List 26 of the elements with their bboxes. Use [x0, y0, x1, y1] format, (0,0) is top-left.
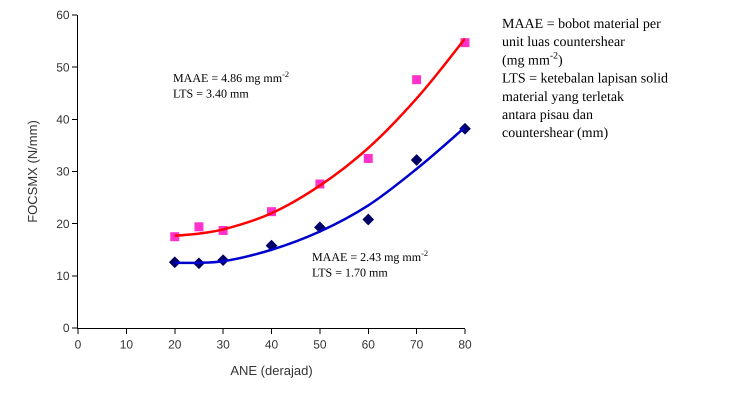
- x-tick-label: 40: [264, 337, 278, 352]
- text: MAAE = 4.86 mg mm$^{-2}$ LTS = 3.40 mm: [173, 70, 290, 101]
- x-tick-label: 70: [410, 337, 424, 352]
- x-tick-label: 0: [74, 337, 82, 352]
- x-tick-label: 10: [120, 337, 134, 352]
- x-tick-label: 80: [458, 337, 472, 352]
- x-tick-label: 30: [216, 337, 230, 352]
- point: [362, 214, 374, 226]
- text: MAAE = bobot material per unit luas countershear (mg mm$^{-2}$) LTS = ketebalan lapisan solid material yang terletak antara pisau dan countershear (mm): [502, 17, 668, 142]
- y-axis-title: FOCSMX (N/mm): [25, 120, 40, 223]
- point: [364, 154, 373, 163]
- y-tick-label: 60: [56, 8, 70, 22]
- y-tick-label: 50: [56, 60, 70, 74]
- x-tick-label: 60: [362, 337, 376, 352]
- y-tick-label: 0: [62, 321, 70, 336]
- x-tick-label: 50: [313, 337, 327, 352]
- point: [410, 154, 422, 166]
- y-tick-label: 40: [56, 112, 70, 127]
- x-tick-label: 20: [168, 337, 182, 352]
- x-axis-title: ANE (derajad): [230, 363, 313, 378]
- y-tick-label: 20: [56, 216, 70, 231]
- y-tick-label: 30: [56, 164, 70, 179]
- point: [412, 75, 422, 84]
- y-tick-label: 10: [56, 269, 70, 284]
- point: [194, 222, 204, 232]
- text: MAAE = 2.43 mg mm$^{-2}$ LTS = 1.70 mm: [312, 249, 428, 280]
